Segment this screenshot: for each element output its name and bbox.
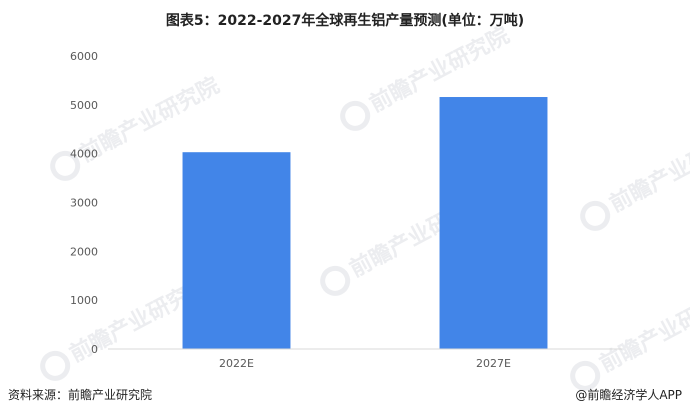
x-tick-label: 2022E	[219, 357, 254, 370]
y-tick-label: 1000	[70, 294, 98, 307]
chart-title: 图表5：2022-2027年全球再生铝产量预测(单位：万吨)	[165, 13, 525, 29]
y-tick-label: 2000	[70, 245, 98, 258]
y-tick-label: 6000	[70, 50, 98, 63]
y-tick-label: 5000	[70, 99, 98, 112]
y-tick-label: 4000	[70, 148, 98, 161]
y-axis: 0 1000 2000 3000 4000 5000 6000	[70, 50, 98, 356]
bar-2027E	[439, 97, 548, 350]
x-tick-label: 2027E	[476, 357, 511, 370]
source-note: 资料来源：前瞻产业研究院	[8, 388, 153, 402]
credit-note: @前瞻经济学人APP	[575, 388, 682, 402]
bar-2022E	[182, 152, 291, 349]
x-axis: 2022E 2027E	[219, 357, 511, 370]
y-tick-label: 3000	[70, 197, 98, 210]
bar-series	[182, 97, 548, 350]
y-tick-label: 0	[91, 343, 98, 356]
